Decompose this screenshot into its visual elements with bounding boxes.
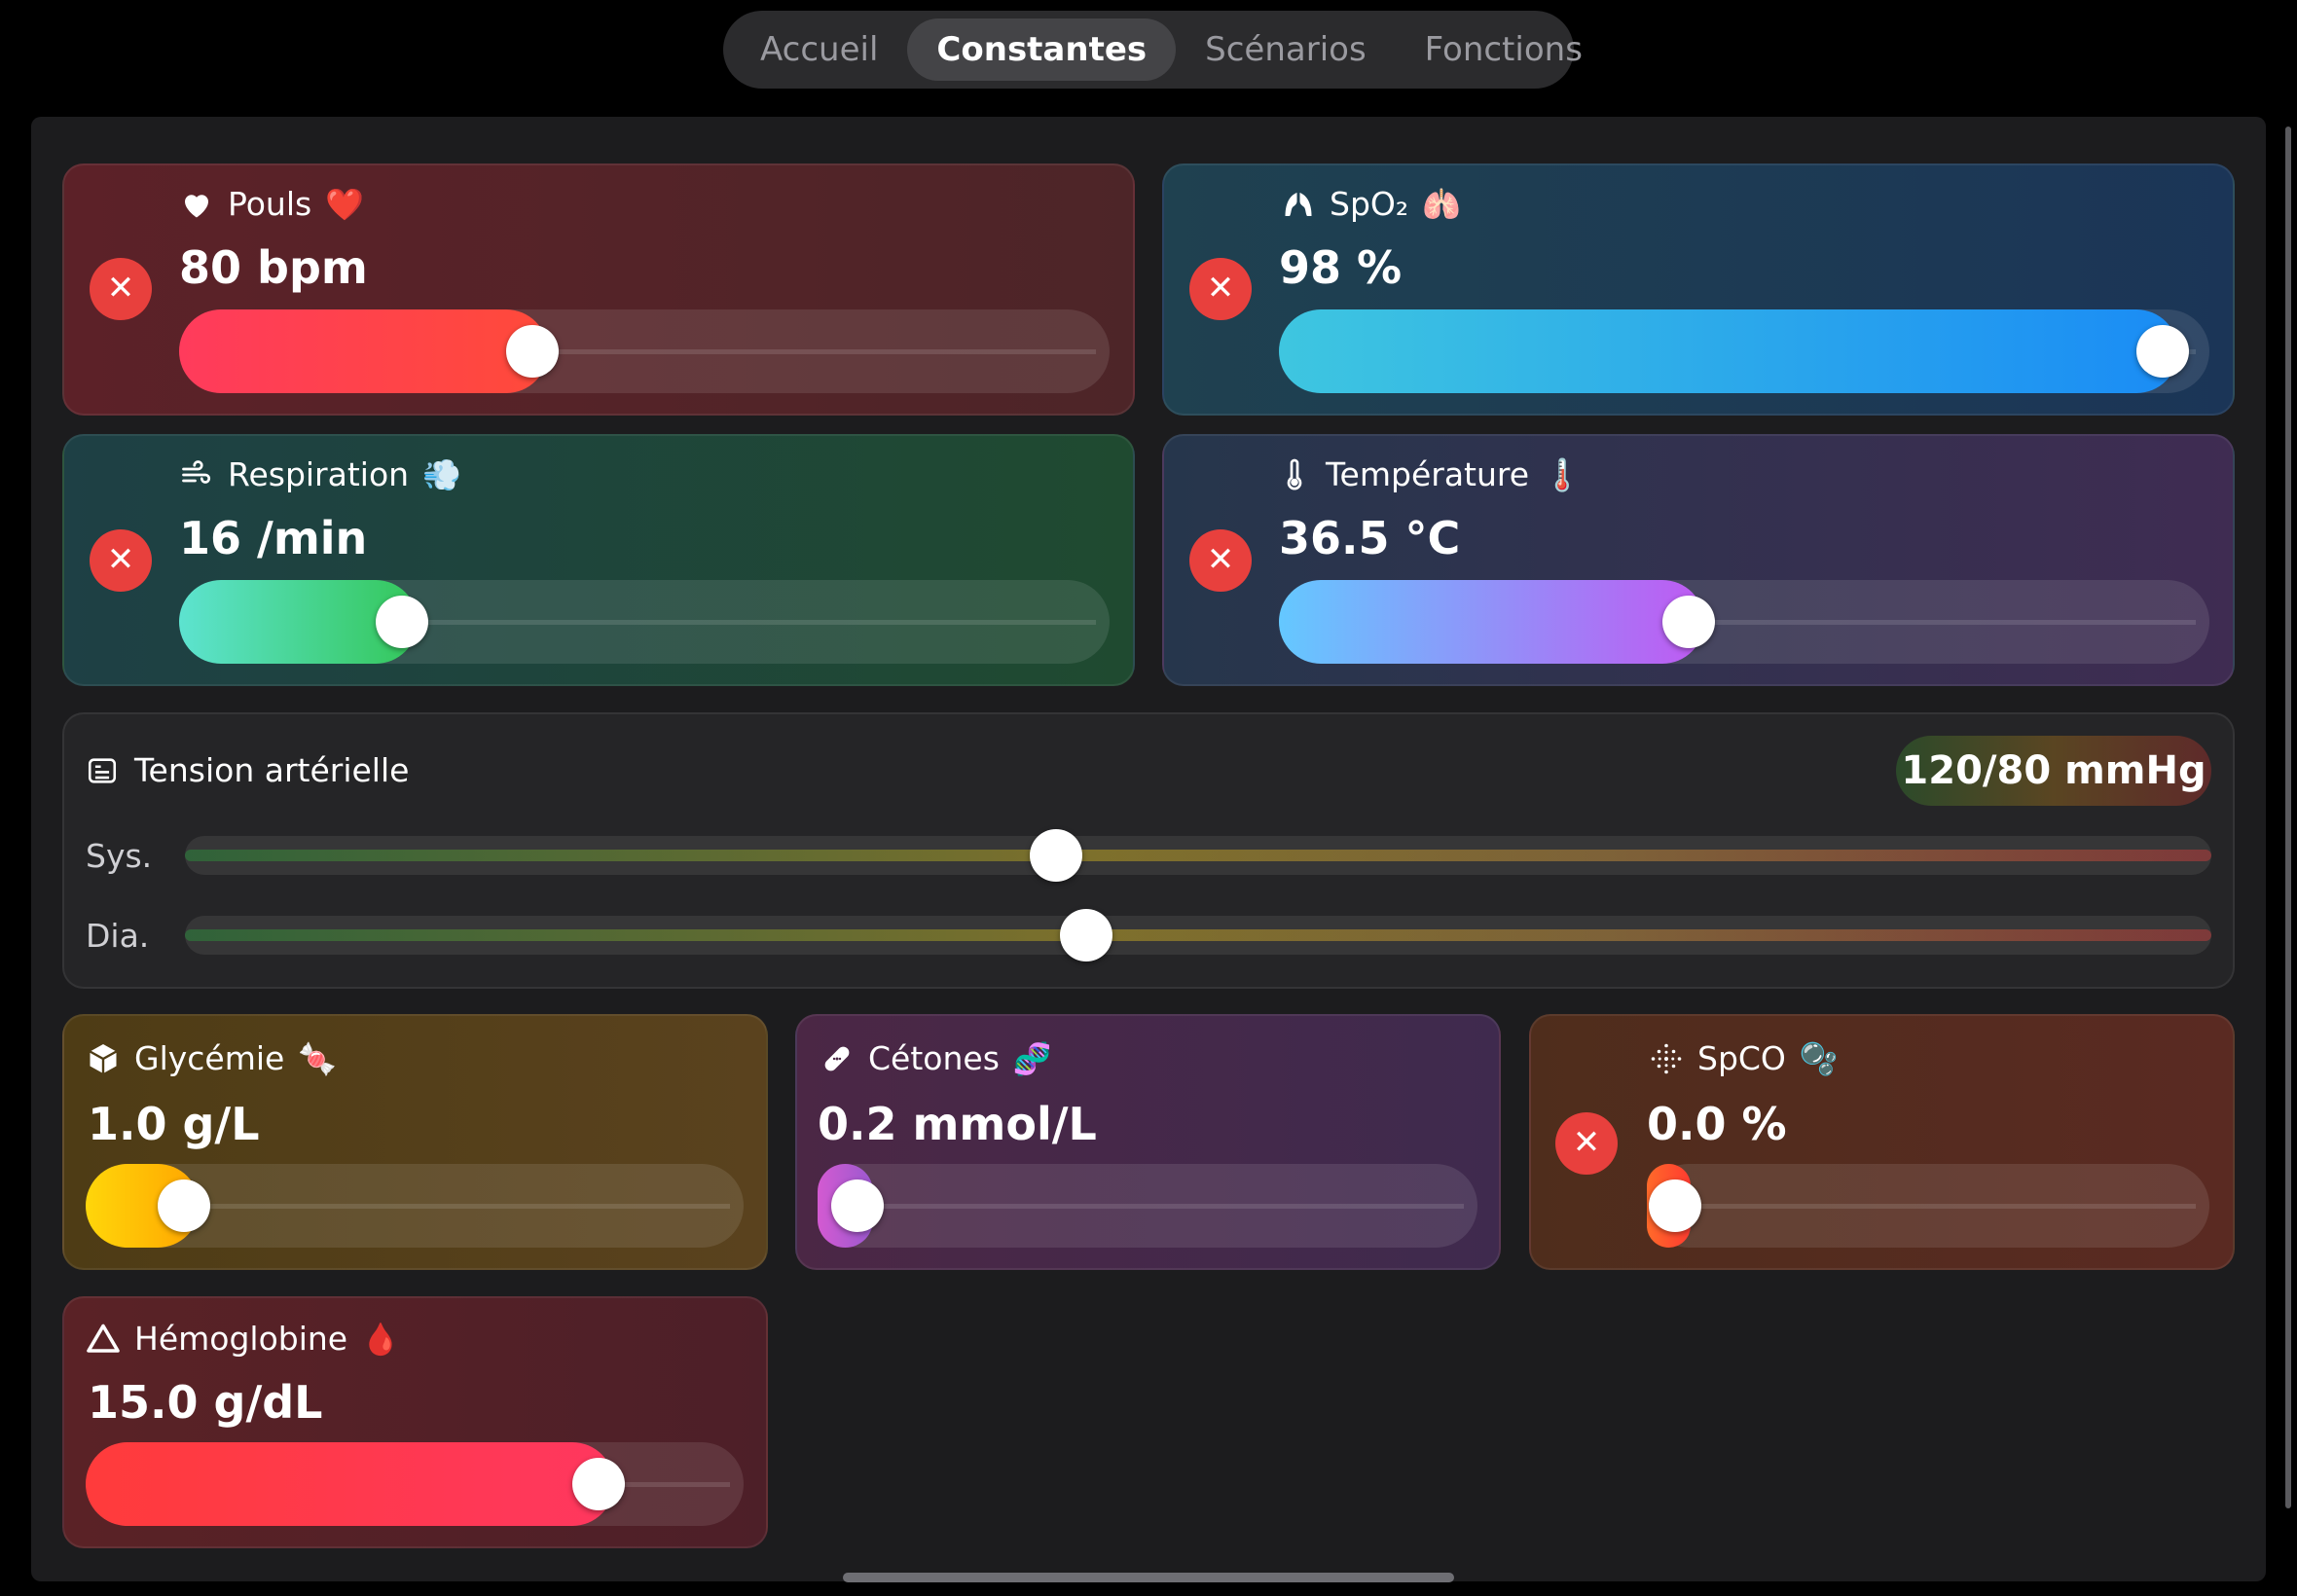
thermometer-icon bbox=[1287, 458, 1302, 490]
diastolic-slider-thumb[interactable] bbox=[1060, 909, 1113, 961]
list-card-icon bbox=[88, 757, 117, 783]
spo2-header: SpO₂ 🫁 bbox=[1281, 185, 1461, 223]
systolic-slider-thumb[interactable] bbox=[1030, 829, 1083, 882]
temperature-slider-fill bbox=[1279, 580, 1704, 664]
spco-slider-thumb[interactable] bbox=[1648, 1179, 1701, 1232]
temperature-slider[interactable] bbox=[1279, 580, 2209, 664]
temperature-close-button[interactable]: ✕ bbox=[1189, 529, 1252, 592]
temperature-value: 36.5 °C bbox=[1279, 512, 1461, 564]
blood-pressure-header: Tension artérielle bbox=[86, 751, 409, 789]
spco-slider[interactable] bbox=[1647, 1164, 2209, 1248]
hemoglobine-value: 15.0 g/dL bbox=[88, 1376, 323, 1429]
cetones-value: 0.2 mmol/L bbox=[818, 1098, 1097, 1150]
blood-pressure-label: Tension artérielle bbox=[134, 751, 410, 789]
temperature-slider-thumb[interactable] bbox=[1661, 596, 1715, 648]
wind-emoji-icon: 💨 bbox=[422, 455, 461, 493]
glycemie-value: 1.0 g/L bbox=[88, 1098, 260, 1150]
scrollbar[interactable] bbox=[2285, 127, 2291, 1508]
spco-value: 0.0 % bbox=[1647, 1098, 1787, 1150]
respiration-slider[interactable] bbox=[179, 580, 1110, 664]
tab-constantes[interactable]: Constantes bbox=[907, 18, 1177, 81]
hemoglobine-slider-thumb[interactable] bbox=[572, 1458, 626, 1510]
pouls-slider[interactable] bbox=[179, 309, 1110, 393]
systolic-slider[interactable] bbox=[185, 829, 2211, 882]
glycemie-slider[interactable] bbox=[86, 1164, 744, 1248]
respiration-slider-thumb[interactable] bbox=[376, 596, 429, 648]
diastolic-slider[interactable] bbox=[185, 909, 2211, 961]
home-indicator[interactable] bbox=[843, 1573, 1454, 1582]
heart-icon bbox=[185, 194, 208, 217]
respiration-label: Respiration bbox=[228, 455, 410, 493]
spco-label: SpCO bbox=[1697, 1039, 1786, 1077]
pouls-slider-fill bbox=[179, 309, 549, 393]
wind-icon bbox=[182, 459, 211, 484]
respiration-value: 16 /min bbox=[179, 512, 368, 564]
heart-emoji-icon: ❤️ bbox=[325, 185, 365, 223]
cetones-label: Cétones bbox=[868, 1039, 1000, 1077]
tab-accueil[interactable]: Accueil bbox=[760, 30, 879, 69]
lungs-icon bbox=[1285, 192, 1312, 216]
hemoglobine-header: Hémoglobine 🩸 bbox=[86, 1320, 400, 1358]
spo2-slider[interactable] bbox=[1279, 309, 2209, 393]
thermometer-emoji-icon: 🌡️ bbox=[1543, 455, 1582, 493]
glycemie-label: Glycémie bbox=[134, 1039, 285, 1077]
spco-card bbox=[1529, 1014, 2235, 1270]
spo2-close-button[interactable]: ✕ bbox=[1189, 258, 1252, 320]
hemoglobine-slider[interactable] bbox=[86, 1442, 744, 1526]
spo2-value: 98 % bbox=[1279, 241, 1403, 294]
respiration-close-button[interactable]: ✕ bbox=[90, 529, 152, 592]
pouls-label: Pouls bbox=[228, 185, 312, 223]
cetones-slider-thumb[interactable] bbox=[830, 1179, 884, 1232]
glycemie-header: Glycémie 🍬 bbox=[86, 1039, 337, 1077]
lungs-emoji-icon: 🫁 bbox=[1422, 185, 1461, 223]
pouls-value: 80 bpm bbox=[179, 241, 368, 294]
tab-fonctions[interactable]: Fonctions bbox=[1424, 30, 1583, 69]
blood-drop-emoji-icon: 🩸 bbox=[361, 1320, 400, 1358]
spco-close-button[interactable]: ✕ bbox=[1555, 1112, 1618, 1175]
spo2-label: SpO₂ bbox=[1330, 185, 1409, 223]
cetones-slider[interactable] bbox=[818, 1164, 1477, 1248]
spo2-slider-thumb[interactable] bbox=[2136, 325, 2190, 378]
segmented-tabs: Accueil Constantes Scénarios Fonctions bbox=[723, 11, 1583, 89]
candy-emoji-icon: 🍬 bbox=[298, 1039, 338, 1077]
particles-icon bbox=[1651, 1043, 1682, 1073]
bandage-icon bbox=[824, 1046, 850, 1070]
temperature-label: Température bbox=[1326, 455, 1530, 493]
bubbles-emoji-icon: 🫧 bbox=[1799, 1039, 1839, 1077]
hemoglobine-label: Hémoglobine bbox=[134, 1320, 348, 1358]
cetones-header: Cétones 🧬 bbox=[820, 1039, 1052, 1077]
tab-scenarios[interactable]: Scénarios bbox=[1205, 30, 1367, 69]
systolic-label: Sys. bbox=[86, 837, 153, 875]
pouls-close-button[interactable]: ✕ bbox=[90, 258, 152, 320]
blood-pressure-value-badge: 120/80 mmHg bbox=[1896, 736, 2211, 806]
diastolic-label: Dia. bbox=[86, 917, 150, 955]
pouls-header: Pouls ❤️ bbox=[179, 185, 364, 223]
respiration-header: Respiration 💨 bbox=[179, 455, 461, 493]
pouls-slider-thumb[interactable] bbox=[506, 325, 560, 378]
temperature-header: Température 🌡️ bbox=[1277, 455, 1582, 493]
cetones-card bbox=[795, 1014, 1501, 1270]
glycemie-slider-thumb[interactable] bbox=[158, 1179, 211, 1232]
cube-icon bbox=[89, 1043, 118, 1073]
spco-header: SpCO 🫧 bbox=[1649, 1039, 1839, 1077]
dna-emoji-icon: 🧬 bbox=[1012, 1039, 1052, 1077]
spo2-slider-fill bbox=[1279, 309, 2179, 393]
warning-icon bbox=[87, 1324, 120, 1353]
hemoglobine-slider-fill bbox=[86, 1442, 615, 1526]
